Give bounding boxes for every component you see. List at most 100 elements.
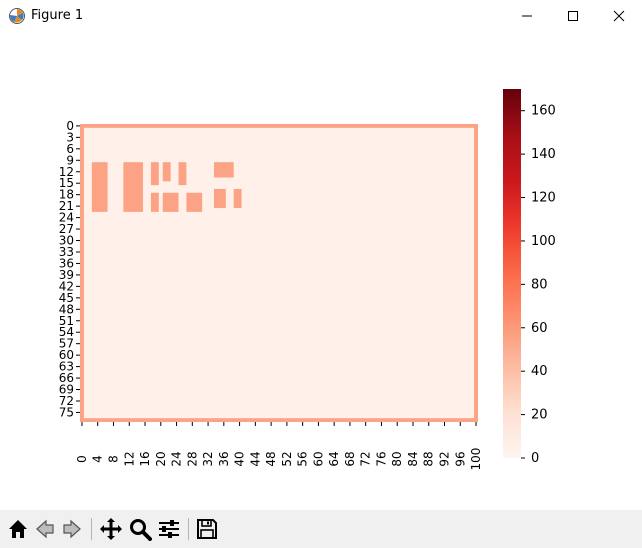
forward-button[interactable]	[59, 516, 85, 542]
heatmap-block	[123, 162, 144, 212]
colorbar-tick-label: 40	[531, 364, 548, 379]
y-tick-label: 6	[66, 142, 74, 156]
y-tick-label: 24	[59, 211, 74, 225]
y-tick-label: 39	[59, 268, 74, 282]
title-bar: Figure 1	[0, 0, 642, 32]
y-tick-label: 57	[59, 337, 74, 351]
heatmap-block	[233, 188, 242, 209]
x-tick-label: 76	[374, 451, 388, 466]
heatmap-block	[91, 162, 108, 212]
heatmap-block	[213, 162, 234, 178]
x-tick-label: 36	[217, 451, 231, 466]
x-tick-label: 4	[91, 455, 105, 463]
x-tick-label: 88	[422, 451, 436, 466]
toolbar-separator	[188, 518, 189, 540]
y-tick-label: 51	[59, 314, 74, 328]
x-tick-label: 16	[138, 451, 152, 466]
colorbar-axis: 0 20 40 60 80 100 120 140 160	[521, 104, 556, 466]
y-tick-label: 12	[59, 165, 74, 179]
heatmap-border-top	[80, 124, 478, 128]
navigation-toolbar	[0, 510, 642, 548]
y-tick-label: 36	[59, 256, 74, 270]
x-tick-label: 48	[264, 451, 278, 466]
home-icon	[9, 520, 27, 538]
colorbar-tick-label: 80	[531, 277, 548, 292]
window-title: Figure 1	[31, 8, 84, 23]
colorbar-tick-label: 140	[531, 147, 556, 162]
zoom-button[interactable]	[127, 516, 153, 542]
y-tick-label: 45	[59, 291, 74, 305]
y-tick-label: 48	[59, 302, 74, 316]
x-tick-label: 12	[122, 451, 136, 466]
heatmap-chart: 0369121518212427303336394245485154576063…	[59, 89, 556, 470]
pan-icon	[100, 518, 122, 540]
y-tick-label: 15	[59, 176, 74, 190]
y-tick-label: 63	[59, 360, 74, 374]
figure-canvas[interactable]: 0 3 6 9 12 15 18 21 24 27 30 33 36 39 42 45 48 51 54 57 60 63…	[0, 32, 642, 510]
x-tick-label: 100	[469, 448, 483, 471]
x-tick-label: 64	[327, 451, 341, 466]
y-axis: 0369121518212427303336394245485154576063…	[59, 119, 80, 419]
x-tick-label: 44	[248, 451, 262, 466]
x-tick-label: 60	[311, 451, 325, 466]
y-tick-label: 0	[66, 119, 74, 133]
back-icon	[36, 519, 54, 539]
y-tick-label: 30	[59, 234, 74, 248]
close-icon	[613, 10, 625, 22]
x-tick-label: 24	[170, 451, 184, 466]
pan-button[interactable]	[98, 516, 124, 542]
minimize-button[interactable]	[504, 0, 550, 32]
y-tick-label: 54	[59, 325, 74, 339]
x-tick-label: 96	[453, 451, 467, 466]
colorbar-tick-label: 60	[531, 321, 548, 336]
configure-subplots-icon	[159, 520, 179, 538]
heatmap-border-right	[474, 124, 478, 422]
y-tick-label: 21	[59, 199, 74, 213]
heatmap-block	[162, 192, 179, 212]
colorbar	[503, 89, 521, 458]
zoom-icon	[130, 519, 152, 541]
y-tick-label: 3	[66, 130, 74, 144]
forward-icon	[63, 519, 81, 539]
colorbar-tick-label: 100	[531, 234, 556, 249]
heatmap-block	[162, 162, 171, 182]
colorbar-tick-label: 120	[531, 191, 556, 206]
colorbar-tick-label: 0	[531, 451, 539, 466]
heatmap-block	[150, 162, 159, 186]
heatmap-border-left	[80, 124, 84, 422]
y-tick-label: 66	[59, 371, 74, 385]
configure-subplots-button[interactable]	[156, 516, 182, 542]
x-tick-label: 32	[201, 451, 215, 466]
y-tick-label: 33	[59, 245, 74, 259]
y-tick-label: 42	[59, 279, 74, 293]
x-axis: 0 4 8 12 16 20 24 28 32 36 40 44 48 52 56 60 64 68 72 76 80 8…	[75, 422, 483, 470]
x-tick-label: 92	[438, 451, 452, 466]
heatmap-block	[178, 162, 187, 186]
y-tick-label: 69	[59, 383, 74, 397]
x-tick-label: 84	[406, 451, 420, 466]
y-tick-label: 18	[59, 188, 74, 202]
matplotlib-logo-icon	[9, 8, 25, 24]
back-button[interactable]	[32, 516, 58, 542]
y-tick-label: 60	[59, 348, 74, 362]
home-button[interactable]	[5, 516, 31, 542]
maximize-icon	[568, 11, 578, 21]
x-tick-label: 40	[233, 451, 247, 466]
y-tick-label: 72	[59, 394, 74, 408]
y-tick-label: 9	[66, 153, 74, 167]
heatmap-block	[150, 192, 159, 212]
x-tick-label: 20	[154, 451, 168, 466]
x-tick-label: 56	[296, 451, 310, 466]
save-button[interactable]	[194, 516, 220, 542]
x-tick-label: 52	[280, 451, 294, 466]
heatmap-block	[186, 192, 203, 212]
x-tick-label: 68	[343, 451, 357, 466]
x-tick-label: 72	[359, 451, 373, 466]
maximize-button[interactable]	[550, 0, 596, 32]
y-tick-label: 27	[59, 222, 74, 236]
y-tick-label: 75	[59, 405, 74, 419]
toolbar-separator	[91, 518, 92, 540]
close-button[interactable]	[596, 0, 642, 32]
colorbar-tick-label: 160	[531, 104, 556, 119]
x-tick-label: 8	[106, 455, 120, 463]
